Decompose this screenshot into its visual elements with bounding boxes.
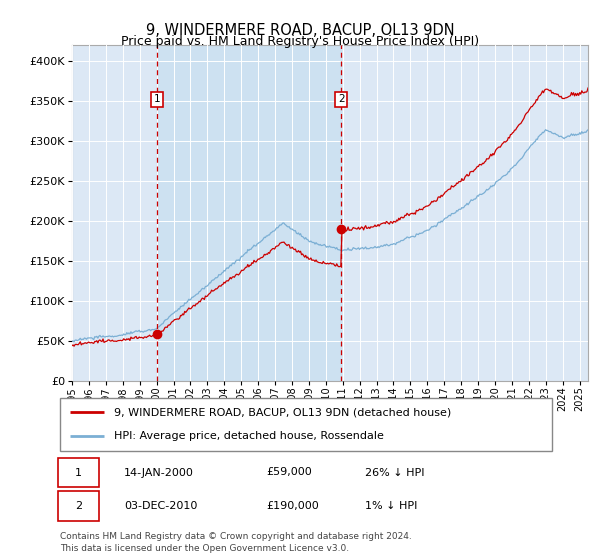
Text: 1% ↓ HPI: 1% ↓ HPI <box>365 501 418 511</box>
Text: 1: 1 <box>154 94 161 104</box>
Text: 9, WINDERMERE ROAD, BACUP, OL13 9DN (detached house): 9, WINDERMERE ROAD, BACUP, OL13 9DN (det… <box>114 408 451 418</box>
Text: 2: 2 <box>338 94 344 104</box>
Text: £190,000: £190,000 <box>266 501 319 511</box>
Text: Contains HM Land Registry data © Crown copyright and database right 2024.
This d: Contains HM Land Registry data © Crown c… <box>60 532 412 553</box>
Text: Price paid vs. HM Land Registry's House Price Index (HPI): Price paid vs. HM Land Registry's House … <box>121 35 479 49</box>
Text: 14-JAN-2000: 14-JAN-2000 <box>124 468 194 478</box>
FancyBboxPatch shape <box>58 458 100 487</box>
Text: HPI: Average price, detached house, Rossendale: HPI: Average price, detached house, Ross… <box>114 431 384 441</box>
Text: £59,000: £59,000 <box>266 468 313 478</box>
Text: 26% ↓ HPI: 26% ↓ HPI <box>365 468 425 478</box>
FancyBboxPatch shape <box>58 492 100 521</box>
Text: 9, WINDERMERE ROAD, BACUP, OL13 9DN: 9, WINDERMERE ROAD, BACUP, OL13 9DN <box>146 24 454 38</box>
Text: 1: 1 <box>75 468 82 478</box>
Text: 03-DEC-2010: 03-DEC-2010 <box>124 501 197 511</box>
Text: 2: 2 <box>75 501 82 511</box>
Bar <box>157 45 341 381</box>
